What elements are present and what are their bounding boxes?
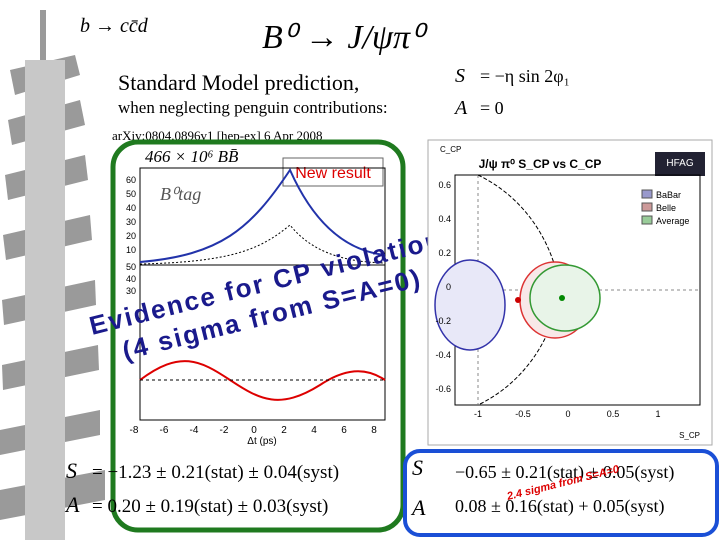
average-y-ticks: 0.6 0.4 0.2 0 -0.2 -0.4 -0.6	[435, 180, 451, 394]
y-tick-label: 50	[126, 189, 136, 199]
y-tick-label: 0	[446, 282, 451, 292]
belle-s-result: = −1.23 ± 0.21(stat) ± 0.04(syst)	[92, 462, 339, 483]
y-tick-label: -0.4	[435, 350, 451, 360]
decay-mode: b → cc̄d	[80, 15, 149, 37]
y-tick-label: -0.6	[435, 384, 451, 394]
average-s-result: −0.65 ± 0.21(stat) ± 0.05(syst)	[455, 462, 674, 483]
average-plot	[434, 174, 701, 406]
y-tick-label: 0.6	[438, 180, 451, 190]
average-y-label: C_CP	[440, 145, 461, 154]
sample: 466 × 10⁶ BB̄	[145, 147, 239, 166]
belle-a-label: A	[64, 492, 80, 517]
belle-x-label: Δt (ps)	[247, 436, 276, 447]
a-label: A	[453, 97, 468, 119]
y-tick-label: 30	[126, 217, 136, 227]
tag: B⁰tag	[160, 184, 201, 204]
y-tick-label: -0.2	[435, 316, 451, 326]
x-tick-label: 2	[281, 425, 287, 436]
x-tick-label: -4	[190, 425, 199, 436]
legend: BaBar Belle Average	[641, 189, 689, 226]
y-tick-label: 0.2	[438, 248, 451, 258]
legend-label: Average	[656, 216, 689, 226]
x-tick-label: 0	[565, 409, 570, 419]
a-formula: = 0	[480, 98, 504, 118]
legend-label: Belle	[656, 203, 676, 213]
belle-a-result: = 0.20 ± 0.19(stat) ± 0.03(syst)	[92, 496, 328, 517]
average-frame	[403, 449, 719, 537]
y-tick-label: 60	[126, 175, 136, 185]
average-x-ticks: -1 -0.5 0 0.5 1	[474, 409, 661, 419]
average-s-label: S	[412, 455, 423, 480]
legend-swatch	[641, 215, 653, 225]
y-tick-label: 40	[126, 203, 136, 213]
average-a-result: 0.08 ± 0.16(stat) + 0.05(syst)	[455, 496, 665, 517]
y-tick-label: 50	[126, 262, 136, 272]
x-tick-label: 8	[371, 425, 377, 436]
x-tick-label: 4	[311, 425, 317, 436]
channel: B⁰ → J/ψπ⁰	[262, 19, 428, 56]
average-title: J/ψ π⁰ S_CP vs C_CP	[479, 157, 602, 171]
x-tick-label: -0.5	[515, 409, 531, 419]
average-x-label: S_CP	[679, 431, 700, 440]
belle-plot	[139, 167, 386, 421]
y-tick-label: 0.4	[438, 214, 451, 224]
belle-y-ticks: 60 50 40 30 20 10 50 40 30	[126, 175, 136, 296]
legend-swatch	[641, 202, 653, 212]
x-tick-label: 1	[655, 409, 660, 419]
x-tick-label: 0.5	[607, 409, 620, 419]
belle-s-label: S	[66, 458, 77, 483]
belle-x-ticks: -8 -6 -4 -2 0 2 4 6 8	[130, 425, 378, 436]
belle-frame	[110, 139, 406, 533]
legend-swatch	[641, 189, 653, 199]
badge-box	[282, 157, 384, 187]
badge: New result	[295, 165, 371, 182]
pagoda	[0, 10, 105, 540]
s-formula: = −η sin 2φ₁	[480, 66, 570, 86]
prediction-subtitle: when neglecting penguin contributions:	[118, 98, 388, 117]
x-tick-label: 0	[251, 425, 257, 436]
s-label: S	[455, 65, 465, 87]
x-tick-label: -1	[474, 409, 482, 419]
y-tick-label: 30	[126, 286, 136, 296]
x-tick-label: 6	[341, 425, 347, 436]
x-tick-label: -6	[160, 425, 169, 436]
logo-box	[655, 152, 705, 176]
average-a-label: A	[410, 495, 426, 520]
y-tick-label: 40	[126, 274, 136, 284]
prediction-title: Standard Model prediction,	[118, 70, 359, 95]
x-tick-label: -2	[220, 425, 229, 436]
reference: arXiv:0804.0896v1 [hep-ex] 6 Apr 2008	[112, 128, 323, 143]
logo: HFAG	[666, 158, 693, 169]
x-tick-label: -8	[130, 425, 139, 436]
y-tick-label: 10	[126, 245, 136, 255]
legend-label: BaBar	[656, 190, 681, 200]
y-tick-label: 20	[126, 231, 136, 241]
